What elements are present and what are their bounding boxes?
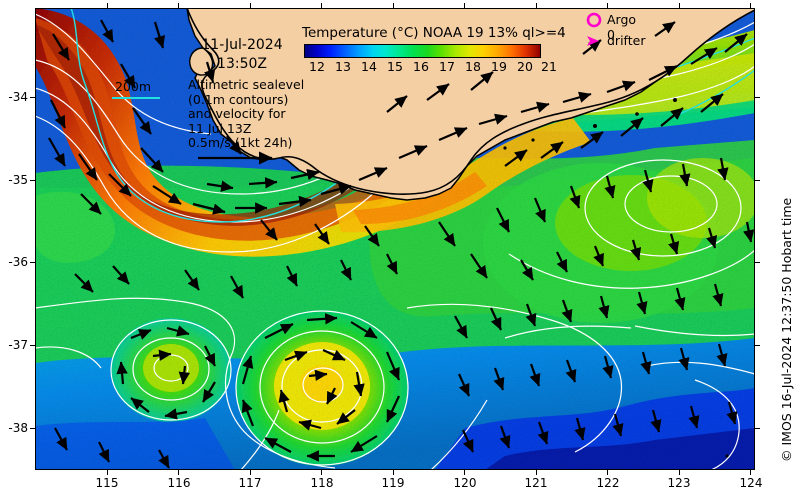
- copyright-notice: © IMOS 16-Jul-2024 12:37:50 Hobart time: [779, 197, 794, 462]
- colorbar-tick: 16: [413, 59, 429, 74]
- colorbar-tick: 15: [387, 59, 403, 74]
- y-tick-label: -37: [8, 338, 28, 352]
- colorbar-tick: 19: [491, 59, 507, 74]
- bathymetry-legend-label: 200m: [115, 79, 152, 94]
- altimetry-line-5: 0.5m/s (1kt 24h): [188, 135, 293, 151]
- x-tick-label: 115: [95, 476, 119, 490]
- colorbar-tick: 14: [361, 59, 377, 74]
- drifter-legend-entry: drifter: [585, 33, 645, 52]
- date-line: 11-Jul-2024: [201, 37, 283, 53]
- altimetry-line-4: 11 Jul 13Z: [188, 120, 252, 136]
- x-tick-label: 120: [453, 476, 477, 490]
- y-tick-label: -35: [8, 173, 28, 187]
- colorbar-gradient: [304, 44, 541, 58]
- colorbar-tick-labels: 12 13 14 15 16 17 18 19 20 21: [300, 59, 557, 75]
- colorbar-tick: 18: [465, 59, 481, 74]
- colorbar-tick: 13: [335, 59, 351, 74]
- time-line: 13:50Z: [217, 56, 267, 72]
- colorbar-tick: 20: [517, 59, 533, 74]
- date-time-stamp: 11-Jul-2024 13:50Z: [182, 36, 302, 74]
- x-tick-label: 124: [739, 476, 763, 490]
- colorbar-title: Temperature (°C) NOAA 19 13% ql>=4: [302, 25, 566, 41]
- altimetry-line-3: and velocity for: [188, 106, 286, 122]
- colorbar-tick: 12: [309, 59, 325, 74]
- velocity-scale-arrow-icon: [198, 151, 273, 165]
- x-tick-label: 121: [524, 476, 548, 490]
- y-tick-label: -38: [8, 421, 28, 435]
- x-tick-label: 117: [238, 476, 262, 490]
- x-tick-label: 116: [167, 476, 191, 490]
- bathymetry-legend-line: [112, 97, 160, 99]
- map-svg: [35, 8, 755, 470]
- drifter-legend-label: drifter: [607, 33, 646, 48]
- drifter-arrow-icon: [587, 36, 599, 46]
- argo-circle-icon: [586, 12, 602, 28]
- colorbar-tick: 21: [541, 59, 557, 74]
- map-plot-area[interactable]: [35, 8, 755, 470]
- y-tick-label: -34: [8, 90, 28, 104]
- altimetry-line-2: (0.1m contours): [188, 91, 289, 107]
- x-tick-label: 118: [310, 476, 334, 490]
- x-tick-label: 123: [667, 476, 691, 490]
- x-tick-label: 119: [381, 476, 405, 490]
- colorbar-tick: 17: [439, 59, 455, 74]
- argo-legend-label: Argo 0: [607, 12, 637, 42]
- y-tick-label: -36: [8, 255, 28, 269]
- argo-legend-entry: Argo 0: [585, 12, 636, 42]
- altimetry-annotation: Altimetric sealevel (0.1m contours) and …: [188, 77, 305, 151]
- altimetry-line-1: Altimetric sealevel: [188, 77, 305, 92]
- x-tick-label: 122: [596, 476, 620, 490]
- velocity-vectors: [48, 19, 755, 469]
